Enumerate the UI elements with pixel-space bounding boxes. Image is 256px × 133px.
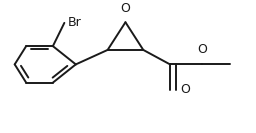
Text: O: O — [197, 43, 207, 56]
Text: O: O — [121, 2, 130, 15]
Text: O: O — [181, 83, 190, 96]
Text: Br: Br — [68, 16, 82, 29]
